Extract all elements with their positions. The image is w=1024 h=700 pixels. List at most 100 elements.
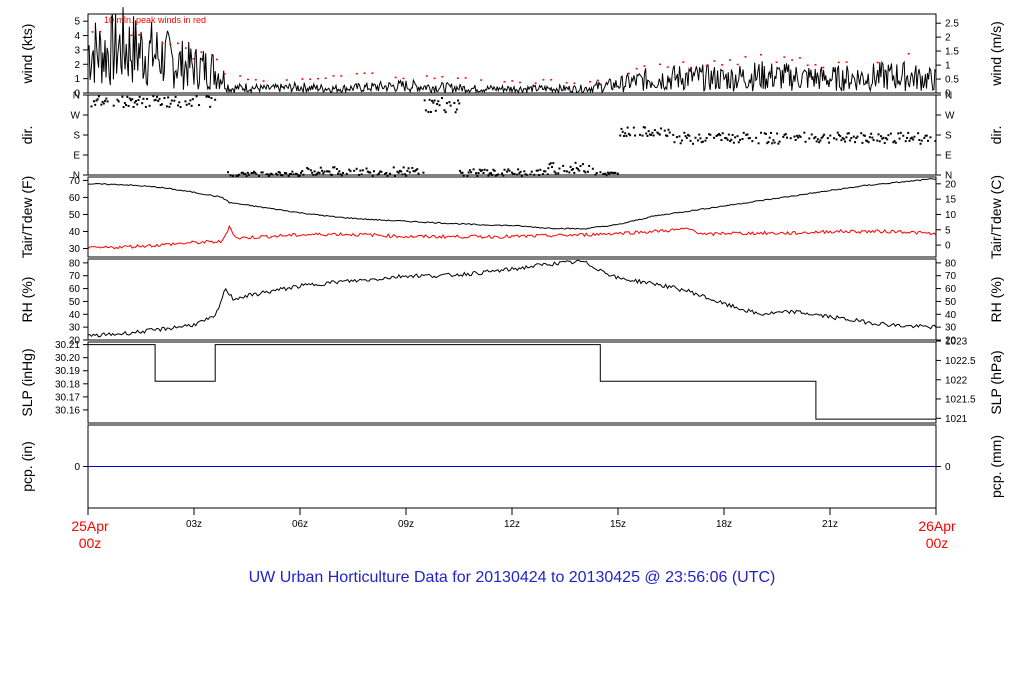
direction-point [814, 136, 817, 139]
direction-point [835, 138, 838, 141]
direction-point [872, 139, 875, 142]
direction-point [565, 170, 568, 173]
peak-wind-point [285, 79, 288, 81]
peak-wind-point [161, 42, 164, 45]
direction-point [705, 136, 708, 139]
peak-wind-point [169, 43, 172, 46]
direction-point [729, 140, 732, 143]
direction-point [492, 168, 495, 171]
peak-wind-point [682, 61, 685, 63]
direction-point [541, 173, 544, 176]
direction-point [277, 170, 280, 173]
y-tick-label: 80 [69, 258, 81, 269]
peak-wind-point [573, 82, 576, 85]
time-tick-label: 15z [610, 519, 626, 530]
direction-point [457, 99, 460, 102]
direction-point [579, 165, 582, 168]
peak-wind-point [464, 77, 467, 79]
direction-point [684, 135, 687, 138]
direction-point [476, 174, 479, 177]
direction-point [789, 137, 792, 140]
y-tick-label-right: 1 [945, 61, 951, 72]
peak-wind-point [480, 79, 483, 81]
peak-wind-point [565, 82, 568, 84]
direction-point [760, 131, 763, 134]
direction-point [298, 174, 301, 177]
direction-point [285, 172, 288, 175]
direction-point [515, 173, 518, 176]
peak-wind-point [798, 57, 801, 59]
direction-point [427, 110, 430, 113]
direction-point [852, 135, 855, 138]
direction-point [650, 133, 653, 136]
peak-wind-point [192, 58, 195, 60]
direction-point [195, 95, 198, 98]
direction-point [400, 170, 403, 173]
direction-point [402, 166, 405, 169]
direction-point [820, 136, 823, 139]
direction-point [837, 133, 840, 136]
direction-point [392, 166, 395, 169]
peak-wind-point [394, 76, 397, 79]
direction-point [244, 172, 247, 175]
direction-point [311, 171, 314, 174]
direction-point [632, 126, 635, 129]
direction-point [503, 168, 506, 171]
direction-point [438, 104, 441, 107]
direction-point [269, 173, 272, 176]
direction-point [562, 164, 565, 167]
direction-point [558, 167, 561, 170]
direction-point [570, 168, 573, 171]
direction-point [280, 173, 283, 176]
direction-point [548, 163, 551, 166]
direction-point [719, 134, 722, 137]
time-tick-label: 18z [716, 519, 732, 530]
direction-point [667, 128, 670, 131]
direction-point [191, 98, 194, 101]
direction-point [672, 133, 675, 136]
direction-point [747, 137, 750, 140]
peak-wind-point [791, 59, 794, 61]
direction-point [366, 170, 369, 173]
direction-point [384, 172, 387, 175]
direction-point [502, 174, 505, 177]
direction-point [882, 136, 885, 139]
peak-wind-point [184, 47, 187, 49]
direction-point [477, 172, 480, 175]
direction-point [591, 167, 594, 170]
peak-wind-point [332, 75, 335, 77]
y-tick-label: 30.16 [55, 405, 80, 416]
y-tick-label-right: N [945, 91, 952, 102]
direction-point [833, 137, 836, 140]
direction-point [323, 170, 326, 173]
direction-point [917, 132, 920, 135]
direction-point [173, 99, 176, 102]
direction-point [116, 98, 119, 101]
direction-point [302, 173, 305, 176]
direction-point [621, 130, 624, 133]
y-tick-label-right: 1021.5 [945, 394, 976, 405]
direction-point [815, 140, 818, 143]
direction-point [317, 171, 320, 174]
direction-point [393, 174, 396, 177]
direction-point [90, 105, 93, 108]
peak-wind-point [511, 80, 514, 82]
y-tick-label-right: W [945, 111, 955, 122]
direction-point [96, 98, 99, 101]
direction-point [505, 170, 508, 173]
y-axis-label-right: pcp. (mm) [988, 435, 1004, 498]
start-hour-label: 00z [79, 535, 102, 551]
direction-point [613, 172, 616, 175]
peak-wind-point [247, 78, 249, 81]
direction-point [240, 171, 243, 174]
direction-point [372, 170, 375, 173]
direction-point [436, 102, 439, 105]
direction-point [459, 169, 461, 172]
y-tick-label: 3 [74, 45, 80, 56]
direction-point [475, 172, 478, 175]
direction-point [572, 167, 575, 170]
direction-point [766, 142, 769, 145]
direction-point [494, 174, 497, 177]
direction-point [778, 140, 781, 143]
